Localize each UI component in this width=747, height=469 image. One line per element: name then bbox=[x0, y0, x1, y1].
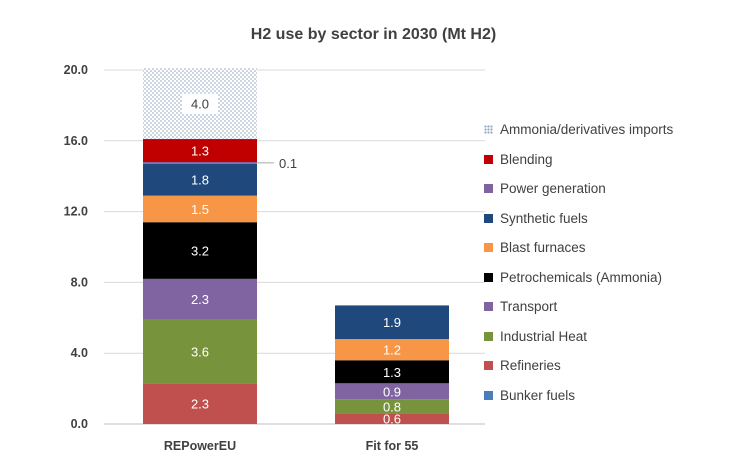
bar-segment-refineries bbox=[143, 383, 257, 424]
bar-segment-blast-furnaces bbox=[335, 339, 449, 361]
legend-item: Blending bbox=[484, 145, 673, 175]
legend-label: Blast furnaces bbox=[500, 240, 586, 256]
data-label: 1.2 bbox=[383, 343, 401, 358]
legend-swatch bbox=[484, 302, 493, 312]
legend-swatch bbox=[484, 390, 493, 400]
legend-item: Ammonia/derivatives imports bbox=[484, 115, 673, 145]
data-label: 1.3 bbox=[383, 365, 401, 380]
legend-item: Bunker fuels bbox=[484, 381, 673, 411]
data-label: 1.3 bbox=[191, 144, 209, 159]
data-label: 0.9 bbox=[383, 384, 401, 399]
legend-item: Transport bbox=[484, 292, 673, 322]
chart-title: H2 use by sector in 2030 (Mt H2) bbox=[250, 26, 497, 43]
bar-segment-synthetic-fuels bbox=[335, 305, 449, 340]
legend-swatch bbox=[484, 331, 493, 341]
bar-segment-industrial-heat bbox=[143, 319, 257, 384]
bar-segment-blending bbox=[143, 139, 257, 163]
data-label: 0.6 bbox=[383, 412, 401, 427]
data-label: 1.8 bbox=[191, 173, 209, 188]
y-tick-label: 4.0 bbox=[71, 346, 88, 360]
legend-swatch bbox=[484, 184, 493, 194]
legend-swatch bbox=[484, 125, 493, 135]
data-label: 0.8 bbox=[383, 399, 401, 414]
bar-segment-synthetic-fuels bbox=[143, 163, 257, 196]
y-tick-label: 12.0 bbox=[64, 205, 88, 219]
bar-segment-transport bbox=[335, 383, 449, 400]
data-label: 2.3 bbox=[191, 292, 209, 307]
data-label: 4.0 bbox=[191, 97, 209, 112]
bar-segment-blast-furnaces bbox=[143, 195, 257, 223]
legend-label: Petrochemicals (Ammonia) bbox=[500, 269, 663, 285]
y-tick-label: 0.0 bbox=[71, 417, 88, 431]
legend: Ammonia/derivatives imports Blending Power… bbox=[484, 115, 673, 410]
bar-segment-petrochemicals-ammonia bbox=[143, 222, 257, 279]
bar-segment-power-generation bbox=[143, 162, 257, 164]
legend-item: Industrial Heat bbox=[484, 322, 673, 352]
legend-item: Power generation bbox=[484, 174, 673, 204]
data-label-background bbox=[182, 93, 218, 114]
data-label: 3.6 bbox=[191, 344, 209, 359]
legend-item: Blast furnaces bbox=[484, 233, 673, 263]
legend-item: Petrochemicals (Ammonia) bbox=[484, 263, 673, 293]
legend-label: Bunker fuels bbox=[500, 387, 576, 403]
annotation-label: 0.1 bbox=[279, 156, 297, 171]
legend-swatch bbox=[484, 213, 493, 223]
bar-segment-transport bbox=[143, 278, 257, 320]
legend-item: Refineries bbox=[484, 351, 673, 381]
legend-label: Ammonia/derivatives imports bbox=[500, 122, 674, 138]
legend-swatch bbox=[484, 272, 493, 282]
legend-label: Refineries bbox=[500, 358, 561, 374]
legend-item: Synthetic fuels bbox=[484, 204, 673, 234]
data-label: 3.2 bbox=[191, 244, 209, 259]
legend-label: Synthetic fuels bbox=[500, 210, 588, 226]
legend-swatch bbox=[484, 154, 493, 164]
y-tick-label: 8.0 bbox=[71, 275, 88, 289]
legend-label: Industrial Heat bbox=[500, 328, 588, 344]
legend-label: Transport bbox=[500, 299, 558, 315]
bar-segment-refineries bbox=[335, 413, 449, 424]
bar-segment-petrochemicals-ammonia bbox=[335, 360, 449, 384]
x-category-label: Fit for 55 bbox=[366, 439, 419, 453]
data-label: 1.5 bbox=[191, 202, 209, 217]
x-category-label: REPowerEU bbox=[164, 439, 236, 453]
legend-label: Power generation bbox=[500, 181, 606, 197]
legend-swatch bbox=[484, 361, 493, 371]
data-label: 2.3 bbox=[191, 397, 209, 412]
legend-swatch bbox=[484, 243, 493, 253]
legend-label: Blending bbox=[500, 151, 553, 167]
data-label: 1.9 bbox=[383, 315, 401, 330]
bar-segment-industrial-heat bbox=[335, 399, 449, 414]
y-tick-label: 20.0 bbox=[64, 63, 88, 77]
y-tick-label: 16.0 bbox=[64, 134, 88, 148]
